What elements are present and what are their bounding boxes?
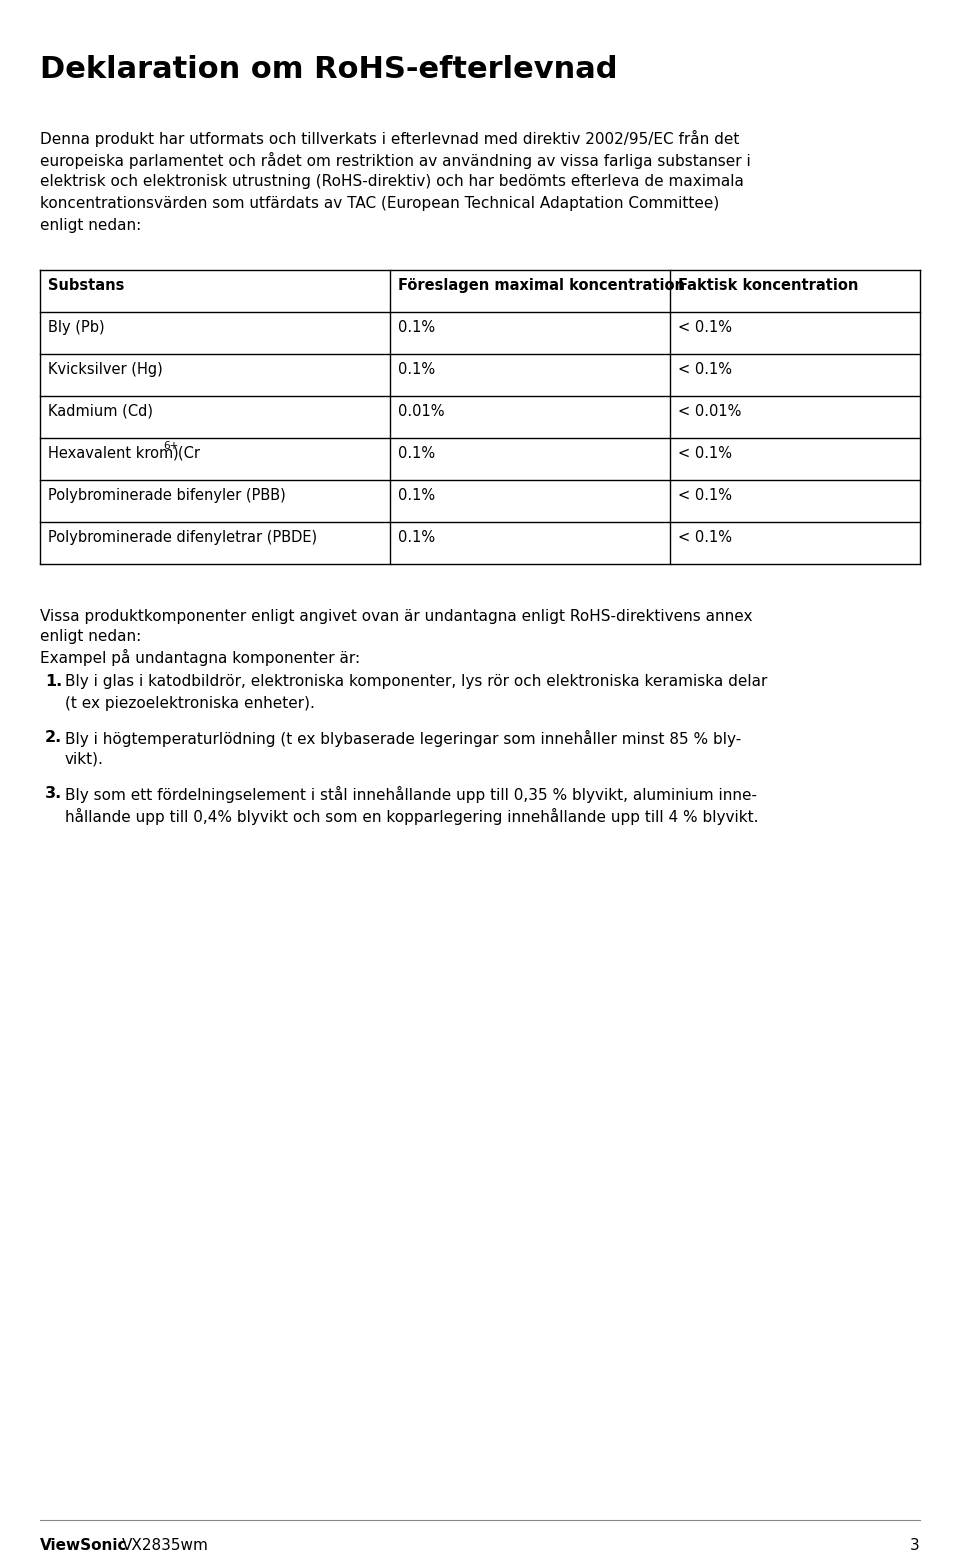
- Text: < 0.1%: < 0.1%: [678, 320, 732, 335]
- Text: Polybrominerade bifenyler (PBB): Polybrominerade bifenyler (PBB): [48, 488, 286, 503]
- Text: Bly i glas i katodbildrör, elektroniska komponenter, lys rör och elektroniska ke: Bly i glas i katodbildrör, elektroniska …: [65, 674, 767, 690]
- Text: 0.1%: 0.1%: [398, 530, 435, 545]
- Text: 3.: 3.: [45, 786, 62, 801]
- Text: VX2835wm: VX2835wm: [122, 1537, 209, 1553]
- Text: 0.1%: 0.1%: [398, 488, 435, 503]
- Text: Kadmium (Cd): Kadmium (Cd): [48, 404, 153, 419]
- Text: elektrisk och elektronisk utrustning (RoHS-direktiv) och har bedömts efterleva d: elektrisk och elektronisk utrustning (Ro…: [40, 174, 744, 189]
- Text: 0.1%: 0.1%: [398, 446, 435, 461]
- Text: Deklaration om RoHS-efterlevnad: Deklaration om RoHS-efterlevnad: [40, 54, 617, 84]
- Text: < 0.1%: < 0.1%: [678, 530, 732, 545]
- Text: < 0.1%: < 0.1%: [678, 446, 732, 461]
- Text: 0.1%: 0.1%: [398, 362, 435, 377]
- Text: Denna produkt har utformats och tillverkats i efterlevnad med direktiv 2002/95/E: Denna produkt har utformats och tillverk…: [40, 130, 739, 148]
- Text: Bly (Pb): Bly (Pb): [48, 320, 105, 335]
- Text: 0.01%: 0.01%: [398, 404, 444, 419]
- Text: Substans: Substans: [48, 278, 125, 294]
- Text: vikt).: vikt).: [65, 752, 104, 767]
- Text: Vissa produktkomponenter enligt angivet ovan är undantagna enligt RoHS-direktive: Vissa produktkomponenter enligt angivet …: [40, 609, 753, 624]
- Text: Faktisk koncentration: Faktisk koncentration: [678, 278, 858, 294]
- Text: < 0.1%: < 0.1%: [678, 488, 732, 503]
- Text: Polybrominerade difenyletrar (PBDE): Polybrominerade difenyletrar (PBDE): [48, 530, 317, 545]
- Text: Bly i högtemperaturlödning (t ex blybaserade legeringar som innehåller minst 85 : Bly i högtemperaturlödning (t ex blybase…: [65, 730, 741, 747]
- Text: Exampel på undantagna komponenter är:: Exampel på undantagna komponenter är:: [40, 649, 360, 666]
- Text: 3: 3: [910, 1537, 920, 1553]
- Text: Hexavalent krom (Cr: Hexavalent krom (Cr: [48, 446, 200, 461]
- Text: ViewSonic: ViewSonic: [40, 1537, 128, 1553]
- Text: 2.: 2.: [45, 730, 62, 745]
- Text: Föreslagen maximal koncentration: Föreslagen maximal koncentration: [398, 278, 685, 294]
- Text: < 0.1%: < 0.1%: [678, 362, 732, 377]
- Text: 0.1%: 0.1%: [398, 320, 435, 335]
- Text: ): ): [173, 446, 179, 461]
- Text: (t ex piezoelektroniska enheter).: (t ex piezoelektroniska enheter).: [65, 696, 315, 711]
- Text: 6+: 6+: [163, 441, 179, 450]
- Text: < 0.01%: < 0.01%: [678, 404, 741, 419]
- Text: Kvicksilver (Hg): Kvicksilver (Hg): [48, 362, 163, 377]
- Text: 1.: 1.: [45, 674, 62, 690]
- Text: Bly som ett fördelningselement i stål innehållande upp till 0,35 % blyvikt, alum: Bly som ett fördelningselement i stål in…: [65, 786, 757, 803]
- Text: enligt nedan:: enligt nedan:: [40, 217, 141, 233]
- Text: hållande upp till 0,4% blyvikt och som en kopparlegering innehållande upp till 4: hållande upp till 0,4% blyvikt och som e…: [65, 808, 758, 825]
- Text: europeiska parlamentet och rådet om restriktion av användning av vissa farliga s: europeiska parlamentet och rådet om rest…: [40, 152, 751, 169]
- Text: koncentrationsvärden som utfärdats av TAC (European Technical Adaptation Committ: koncentrationsvärden som utfärdats av TA…: [40, 196, 719, 211]
- Text: enligt nedan:: enligt nedan:: [40, 629, 141, 644]
